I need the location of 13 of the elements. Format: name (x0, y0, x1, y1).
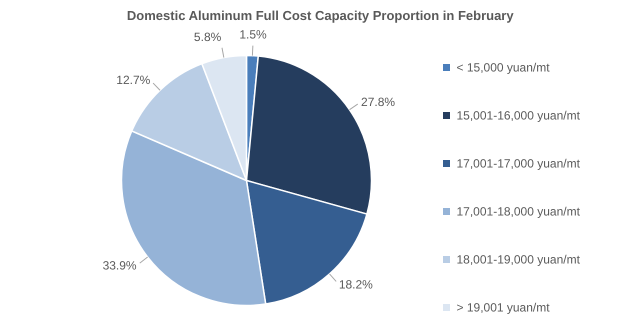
legend-label: > 19,001 yuan/mt (456, 300, 550, 314)
legend-label: < 15,000 yuan/mt (456, 60, 550, 74)
legend-label: 18,001-19,000 yuan/mt (456, 252, 581, 266)
data-label: 33.9% (102, 258, 137, 273)
legend-label: 17,001-18,000 yuan/mt (456, 204, 581, 218)
data-label: 18.2% (338, 277, 374, 292)
legend-label: 15,001-16,000 yuan/mt (456, 108, 581, 122)
legend-label: 17,001-17,000 yuan/mt (456, 156, 581, 170)
data-label: 27.8% (361, 94, 396, 109)
chart-title: Domestic Aluminum Full Cost Capacity Proportion in February (126, 8, 514, 23)
data-label: 12.7% (116, 73, 151, 88)
data-label: 1.5% (239, 28, 268, 42)
data-label: 5.8% (194, 30, 222, 44)
